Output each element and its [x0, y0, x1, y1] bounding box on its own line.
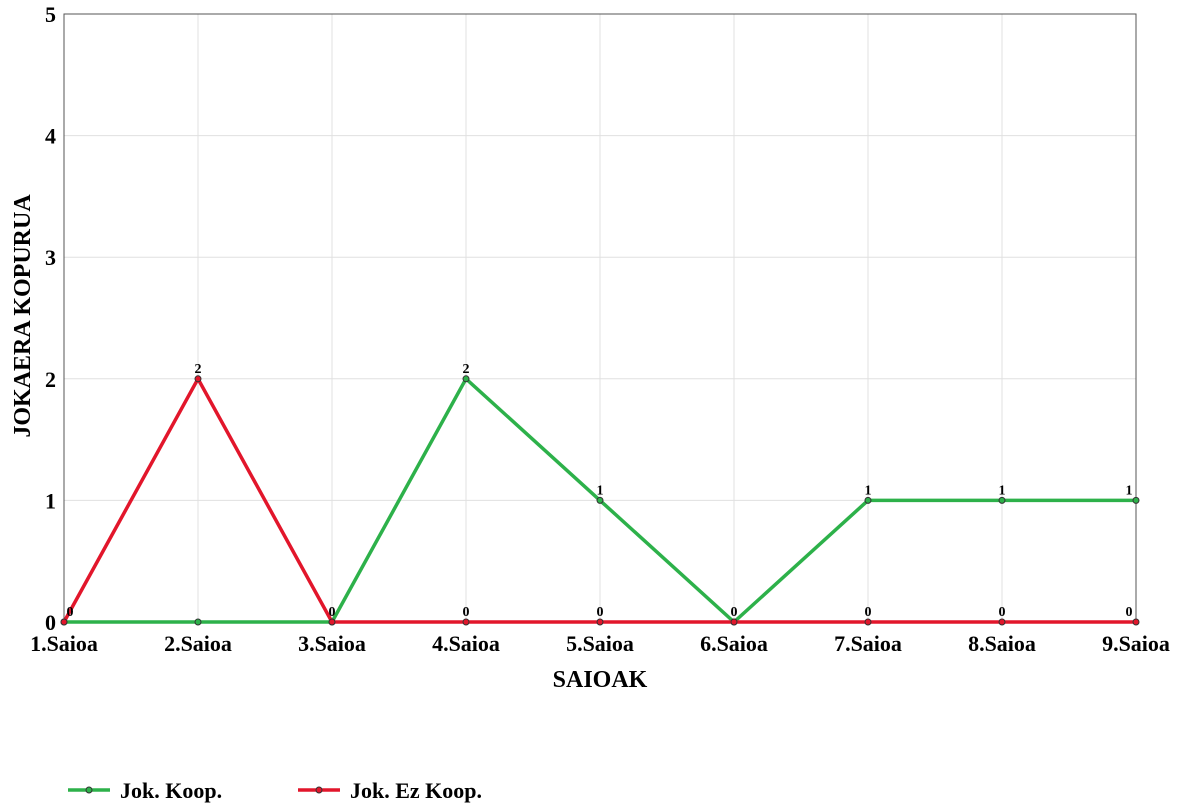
x-tick-label: 7.Saioa	[834, 631, 902, 656]
y-tick-label: 2	[45, 367, 56, 392]
data-point	[462, 375, 470, 383]
x-tick-label: 1.Saioa	[30, 631, 98, 656]
y-tick-label: 4	[45, 124, 56, 149]
data-point	[864, 618, 872, 626]
data-label: 1	[999, 483, 1006, 498]
data-point	[194, 618, 202, 626]
data-label: 0	[1126, 605, 1133, 620]
y-tick-label: 1	[45, 488, 56, 513]
x-tick-label: 5.Saioa	[566, 631, 634, 656]
data-label: 1	[865, 483, 872, 498]
y-tick-labels: 0 1 2 3 4 5	[45, 2, 56, 635]
y-tick-label: 5	[45, 2, 56, 27]
data-point	[730, 618, 738, 626]
y-tick-label: 3	[45, 245, 56, 270]
data-label: 1	[1126, 483, 1133, 498]
data-label: 0	[865, 605, 872, 620]
data-point	[864, 496, 872, 504]
data-label: 0	[999, 605, 1006, 620]
x-tick-labels: 1.Saioa 2.Saioa 3.Saioa 4.Saioa 5.Saioa 6.Sai…	[30, 631, 1170, 656]
y-tick-label: 0	[45, 610, 56, 635]
legend-marker	[315, 786, 323, 794]
data-label: 0	[731, 605, 738, 620]
data-label: 2	[195, 362, 202, 377]
data-label: 0	[329, 605, 336, 620]
y-axis-title: JOKAERA KOPURUA	[10, 194, 36, 438]
data-label: 0	[597, 605, 604, 620]
data-point	[998, 618, 1006, 626]
data-point	[328, 618, 336, 626]
data-point	[596, 618, 604, 626]
data-point	[60, 618, 68, 626]
data-label: 2	[463, 362, 470, 377]
grid-lines	[63, 13, 1137, 623]
data-label: 0	[67, 605, 74, 620]
data-point	[596, 496, 604, 504]
x-tick-label: 9.Saioa	[1102, 631, 1170, 656]
data-label: 1	[597, 483, 604, 498]
point-labels: 2 1 1 1 1 0 2 0 0 0 0 0 0 0	[67, 362, 1133, 620]
legend: Jok. Koop. Jok. Ez Koop.	[68, 778, 482, 803]
data-point	[194, 375, 202, 383]
x-tick-label: 4.Saioa	[432, 631, 500, 656]
data-point	[1132, 618, 1140, 626]
x-tick-label: 8.Saioa	[968, 631, 1036, 656]
legend-marker	[85, 786, 93, 794]
data-point	[1132, 496, 1140, 504]
x-axis-title: SAIOAK	[553, 667, 648, 693]
data-point	[462, 618, 470, 626]
x-tick-label: 3.Saioa	[298, 631, 366, 656]
legend-label: Jok. Ez Koop.	[350, 778, 482, 803]
data-point	[998, 496, 1006, 504]
series-lines	[60, 375, 1140, 626]
x-tick-label: 6.Saioa	[700, 631, 768, 656]
legend-label: Jok. Koop.	[120, 778, 222, 803]
data-label: 0	[463, 605, 470, 620]
x-tick-label: 2.Saioa	[164, 631, 232, 656]
